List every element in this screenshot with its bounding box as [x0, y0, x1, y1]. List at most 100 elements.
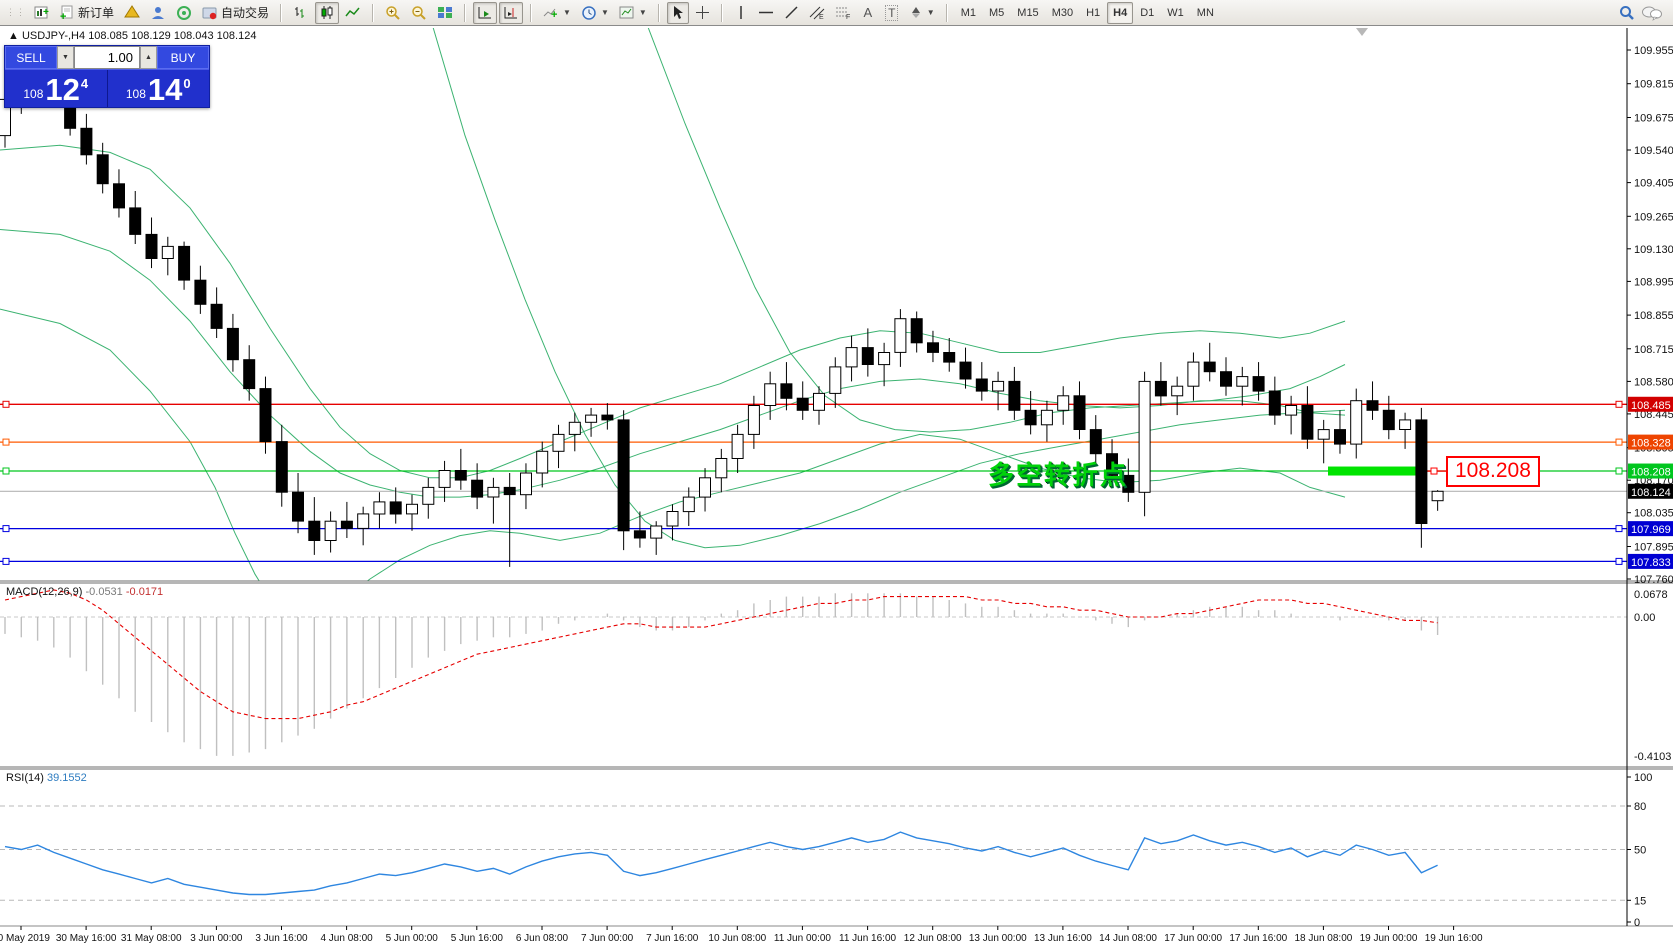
navigator-button[interactable] [146, 2, 170, 24]
rsi-axis-label: 0 [1634, 917, 1640, 929]
timeframe-bar: M1 M5 M15 M30 H1 H4 D1 W1 MN [955, 1, 1220, 24]
highlight-trend-bar[interactable] [1328, 466, 1427, 476]
chart-annotation-text[interactable]: 多空转折点 [988, 460, 1129, 490]
chart-shift-button[interactable] [499, 1, 524, 24]
hline-handle[interactable] [1615, 557, 1623, 565]
chart-window[interactable]: 109.955 109.815 109.675 109.540 109.405 109.2… [0, 27, 1673, 951]
price-flag-label[interactable]: 108.208 [1446, 456, 1540, 487]
toolbar-separator [464, 3, 467, 22]
candlestick [796, 397, 809, 411]
macd-pane[interactable] [0, 589, 1627, 756]
timeframe-m15[interactable]: M15 [1017, 6, 1039, 19]
periods-icon [582, 5, 596, 20]
indicators-dropdown-arrow: ▼ [563, 8, 571, 17]
vertical-line-button[interactable] [730, 2, 752, 24]
macd-signal-line [4, 589, 1438, 720]
chart-canvas[interactable]: 109.955 109.815 109.675 109.540 109.405 109.2… [0, 27, 1673, 951]
timeframe-h4[interactable]: H4 [1107, 1, 1134, 24]
hline-handle[interactable] [1615, 438, 1623, 446]
candlestick [161, 245, 174, 259]
timeframe-m5[interactable]: M5 [989, 6, 1005, 19]
one-click-collapse-arrow[interactable]: ▲ [8, 30, 19, 42]
trendline-button[interactable] [780, 2, 803, 24]
flag-handle[interactable] [1430, 467, 1438, 475]
new-chart-button[interactable]: + [30, 2, 54, 24]
time-tick-label: 19 Jun 16:00 [1425, 933, 1483, 944]
timeframe-d1[interactable]: D1 [1140, 6, 1155, 19]
axis-price-flag-text: 108.208 [1631, 467, 1671, 479]
timeframe-h1[interactable]: H1 [1086, 6, 1101, 19]
line-chart-button[interactable] [341, 2, 365, 24]
periods-button[interactable]: ▼ [577, 2, 613, 24]
zoom-in-button[interactable] [381, 2, 405, 24]
candlestick [1089, 429, 1102, 455]
channel-button[interactable]: E [805, 2, 829, 24]
candlestick [454, 470, 467, 481]
main-pane[interactable] [0, 27, 1627, 618]
volume-input[interactable]: 1.00 [74, 46, 140, 69]
fibonacci-button[interactable]: F [831, 2, 855, 24]
rsi-pane[interactable] [0, 805, 1627, 901]
buy-price-button[interactable]: 108 14 0 [107, 70, 209, 107]
candlestick [324, 520, 337, 542]
candlestick [552, 433, 565, 452]
candlestick [373, 501, 386, 515]
toolbar-separator [530, 3, 533, 22]
new-order-button[interactable]: + 新订单 [56, 2, 118, 24]
text-label-button[interactable]: T [881, 2, 903, 24]
candlestick [1399, 419, 1412, 430]
autotrading-button[interactable]: 自动交易 [198, 2, 273, 24]
rsi-line [4, 831, 1438, 896]
hline-handle[interactable] [1615, 467, 1623, 475]
candlestick [1252, 376, 1265, 392]
time-tick-label: 6 Jun 08:00 [516, 933, 569, 944]
timeframe-m1[interactable]: M1 [960, 6, 976, 19]
auto-scroll-button[interactable] [473, 1, 498, 24]
candlestick-chart-icon [321, 6, 333, 19]
hline-handle[interactable] [2, 400, 10, 408]
macd-axis-label: 0.00 [1634, 612, 1655, 624]
candlestick [731, 433, 744, 459]
hline-handle[interactable] [1615, 400, 1623, 408]
timeframe-m30[interactable]: M30 [1051, 6, 1074, 19]
hline-handle[interactable] [2, 467, 10, 475]
sell-price-button[interactable]: 108 12 4 [5, 70, 108, 107]
candlestick [1203, 361, 1216, 373]
metaeditor-button[interactable] [120, 2, 144, 24]
search-icon[interactable] [1619, 5, 1635, 21]
signals-button[interactable] [172, 2, 196, 24]
tile-windows-button[interactable] [433, 2, 457, 24]
time-tick-label: 14 Jun 08:00 [1099, 933, 1157, 944]
templates-button[interactable]: ▼ [615, 2, 651, 24]
candlestick-chart-button[interactable] [315, 1, 340, 24]
zoom-out-button[interactable] [407, 2, 431, 24]
hline-handle[interactable] [2, 525, 10, 533]
hline-handle[interactable] [2, 557, 10, 565]
timeframe-mn[interactable]: MN [1196, 6, 1214, 19]
price-axis[interactable]: 109.955 109.815 109.675 109.540 109.405 109.2… [1626, 28, 1673, 929]
hline-handle[interactable] [1615, 525, 1623, 533]
candlestick [780, 383, 793, 399]
hline-handle[interactable] [2, 438, 10, 446]
indicators-button[interactable]: + ▼ [539, 2, 575, 24]
high-value: 108.129 [131, 30, 171, 42]
volume-increase-button[interactable]: ▲ [140, 46, 157, 69]
chat-icon[interactable] [1641, 5, 1663, 21]
time-tick-label: 11 Jun 00:00 [774, 933, 832, 944]
toolbar-separator [720, 3, 723, 22]
time-axis[interactable]: 30 May 2019 30 May 16:00 31 May 08:00 3 Jun… [0, 926, 1483, 944]
timeframe-w1[interactable]: W1 [1167, 6, 1184, 19]
buy-button[interactable]: BUY [157, 46, 209, 69]
text-button[interactable]: A [857, 2, 879, 24]
line-chart-icon [345, 7, 360, 17]
arrows-button[interactable]: ▼ [905, 2, 939, 24]
sell-button[interactable]: SELL [5, 46, 57, 69]
candlestick [829, 366, 842, 394]
volume-decrease-button[interactable]: ▼ [57, 46, 74, 69]
chart-shift-marker[interactable] [1356, 28, 1368, 36]
bar-chart-button[interactable] [289, 2, 313, 24]
axis-price-flag-text: 108.328 [1631, 438, 1671, 450]
cursor-button[interactable] [666, 1, 689, 24]
crosshair-button[interactable] [691, 2, 714, 24]
horizontal-line-button[interactable] [754, 2, 778, 24]
